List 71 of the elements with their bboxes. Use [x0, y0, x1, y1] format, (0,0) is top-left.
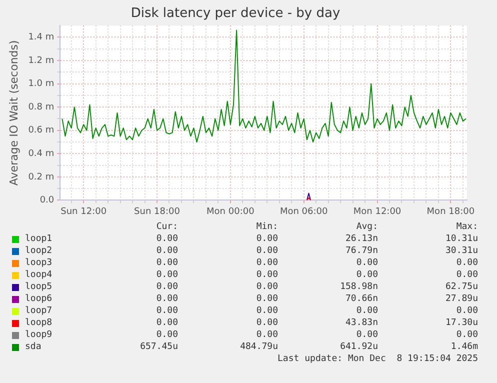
text: 0.00: [155, 245, 178, 257]
text: 0.00: [255, 305, 278, 317]
text: Avg:: [355, 221, 378, 233]
text: 0.00: [255, 245, 278, 257]
x-tick-label: Mon 00:00: [206, 206, 255, 217]
chart-title: Disk latency per device - by day: [130, 6, 340, 22]
text: 30.31u: [444, 245, 478, 257]
text: 26.13n: [344, 233, 378, 245]
text: 0.00: [155, 293, 178, 305]
text: 484.79u: [239, 341, 278, 353]
y-tick-label: 1.4 m: [28, 32, 54, 43]
text: 0.00: [155, 257, 178, 269]
y-tick-label: 0.2 m: [28, 172, 54, 182]
text: 0.00: [455, 269, 478, 281]
text: 0.00: [255, 281, 278, 293]
text: 0.00: [355, 269, 378, 281]
text: 0.00: [255, 317, 278, 329]
text: 0.00: [155, 269, 178, 281]
text: 0.00: [155, 233, 178, 245]
text: 0.00: [455, 305, 478, 317]
text: 0.00: [455, 329, 478, 341]
legend-label: loop2: [24, 245, 54, 257]
text: Min:: [255, 221, 278, 233]
text: 27.89u: [444, 293, 478, 305]
legend-label: loop4: [24, 269, 54, 281]
text: 0.00: [255, 257, 278, 269]
legend-label: loop9: [24, 329, 54, 341]
text: 62.75u: [444, 281, 478, 293]
y-axis-title: Average IO Wait (seconds): [7, 40, 20, 186]
x-tick-label: Sun 18:00: [134, 206, 180, 217]
text: 0.00: [255, 329, 278, 341]
text: 10.31u: [444, 233, 478, 245]
x-tick-label: Mon 06:00: [280, 206, 328, 217]
text: Last update: Mon Dec 8 19:15:04 2025: [276, 353, 478, 365]
x-tick-label: Mon 12:00: [353, 206, 402, 217]
text: 0.00: [155, 305, 178, 317]
x-tick-label: Sun 12:00: [60, 206, 107, 217]
legend-label: loop1: [24, 233, 54, 245]
text: 0.00: [155, 329, 178, 341]
legend-label: loop8: [24, 317, 54, 329]
text: 43.83n: [344, 317, 378, 329]
text: Max:: [455, 221, 478, 233]
text: 641.92u: [339, 341, 378, 353]
y-tick-label: 0.6 m: [28, 126, 54, 136]
y-tick-label: 1.0 m: [28, 79, 54, 90]
text: 0.00: [455, 257, 478, 269]
text: 0.00: [355, 305, 378, 317]
legend-label: loop5: [24, 281, 54, 293]
text: 158.98n: [339, 281, 378, 293]
text: 76.79n: [344, 245, 378, 257]
text: 0.00: [255, 233, 278, 245]
text: 0.00: [255, 269, 278, 281]
text: 1.46m: [450, 341, 478, 353]
text: 17.30u: [444, 317, 478, 329]
text: 0.00: [255, 293, 278, 305]
x-tick-label: Mon 18:00: [426, 206, 475, 217]
legend-label: loop7: [24, 305, 54, 317]
y-tick-label: 1.2 m: [28, 56, 54, 66]
legend-label: loop6: [24, 293, 54, 305]
y-tick-label: 0.4 m: [28, 148, 54, 159]
text: 657.45u: [139, 341, 178, 353]
y-tick-label: 0.8 m: [28, 102, 54, 112]
y-tick-label: 0.0: [40, 196, 54, 206]
text: Cur:: [155, 221, 178, 233]
text: 0.00: [355, 257, 378, 269]
legend-label: loop3: [24, 257, 54, 269]
text: 0.00: [155, 281, 178, 293]
text: 0.00: [355, 329, 378, 341]
text: 70.66n: [344, 293, 378, 305]
legend-label: sda: [24, 341, 42, 353]
text: 0.00: [155, 317, 178, 329]
